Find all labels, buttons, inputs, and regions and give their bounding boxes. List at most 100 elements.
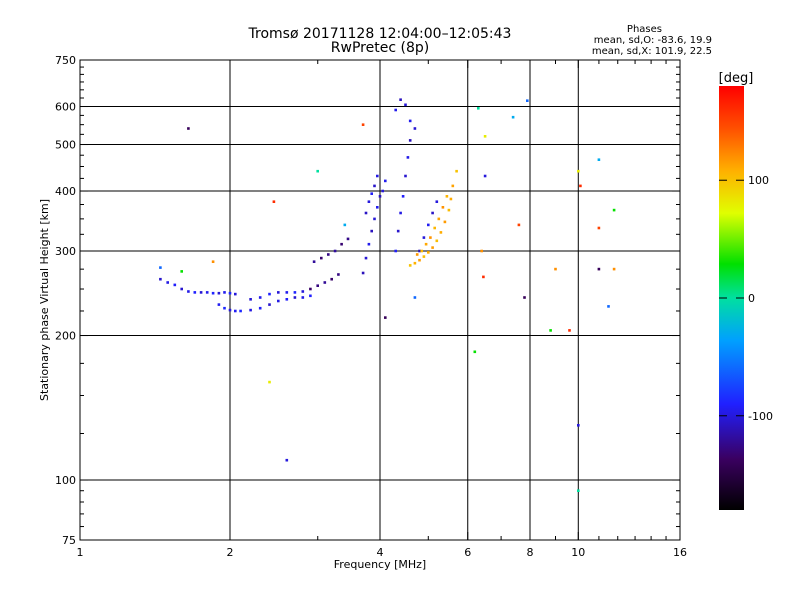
data-point [239,309,242,313]
data-point [234,309,237,313]
data-point [159,266,162,269]
data-point [330,277,333,281]
data-point [418,249,421,253]
data-point [268,303,271,306]
data-point [249,298,252,301]
data-point [579,184,582,188]
data-point [413,261,417,265]
data-point [373,217,376,221]
data-point [451,184,455,188]
data-point [272,200,276,203]
data-point [301,296,305,299]
data-point [424,242,428,246]
data-point [211,260,215,263]
data-point [523,296,526,299]
data-point [361,271,365,275]
data-point [285,458,289,462]
data-point [285,291,289,294]
chart-title-line1: Tromsø 20171128 12:04:00–12:05:43 [248,26,512,42]
data-point [234,292,237,296]
y-tick-label: 100 [55,474,76,487]
data-point [408,264,412,267]
colorbar-tick-label: 100 [748,174,769,187]
y-axis-label: Stationary phase Virtual Height [km] [38,199,51,401]
data-point [482,275,485,279]
phase-x-stats: mean, sd,X: 101.9, 22.5 [591,46,712,57]
data-point [316,169,319,173]
y-tick-label: 75 [62,534,76,547]
data-point [343,223,347,227]
data-point [549,329,552,332]
data-point [228,291,232,295]
data-point [399,98,402,101]
data-point [323,281,327,284]
x-tick-label: 1 [77,546,84,559]
data-point [346,237,350,241]
data-point [477,107,480,110]
data-point [211,291,215,295]
data-point [316,284,319,287]
data-point [483,135,487,138]
data-point [337,273,340,276]
x-tick-label: 10 [571,546,585,559]
data-point [173,283,177,287]
data-point [439,231,443,234]
colorbar-ticks: 100 0 -100 [719,174,773,423]
data-point [384,179,387,183]
data-point [223,306,226,310]
data-point [577,489,580,492]
data-point [441,206,445,209]
data-point [223,291,226,294]
data-point [612,267,616,271]
data-point [309,287,312,291]
data-point [408,139,412,142]
data-point [433,226,436,230]
data-point [480,249,483,253]
data-point [597,158,601,161]
data-point [268,292,271,296]
data-point [205,291,209,294]
data-point [577,424,580,427]
data-point [554,267,557,271]
data-point [597,226,601,230]
data-point [309,294,312,298]
data-point [401,195,405,198]
data-point [367,242,371,246]
data-point [526,99,529,102]
data-point [431,211,434,215]
data-point [340,242,343,246]
data-point [378,195,382,198]
data-point [180,287,183,291]
data-point [187,127,190,130]
colorbar-label: [deg] [719,71,754,86]
data-point [445,195,449,198]
data-point [217,291,221,295]
data-point [568,329,571,332]
data-point [517,223,521,227]
data-point [607,305,610,308]
data-point [258,296,262,299]
data-point [413,127,417,130]
data-points [159,98,616,492]
x-axis-label: Frequency [MHz] [334,558,426,571]
x-tick-label: 16 [673,546,687,559]
phase-o-stats: mean, sd,O: -83.6, 19.9 [593,35,712,46]
chart-title-line2: RwPretec (8p) [330,40,430,56]
data-point [361,123,365,126]
data-point [483,174,487,178]
data-point [285,298,289,301]
data-point [384,316,387,319]
data-point [415,253,419,256]
data-point [511,115,515,119]
phase-title: Phases [626,24,662,35]
data-point [199,291,203,294]
data-point [422,255,426,258]
y-tick-label: 300 [55,245,76,258]
data-point [373,184,376,188]
data-point [249,308,252,312]
data-point [396,229,400,233]
data-point [429,236,432,239]
data-point [404,174,407,178]
data-point [320,256,323,260]
